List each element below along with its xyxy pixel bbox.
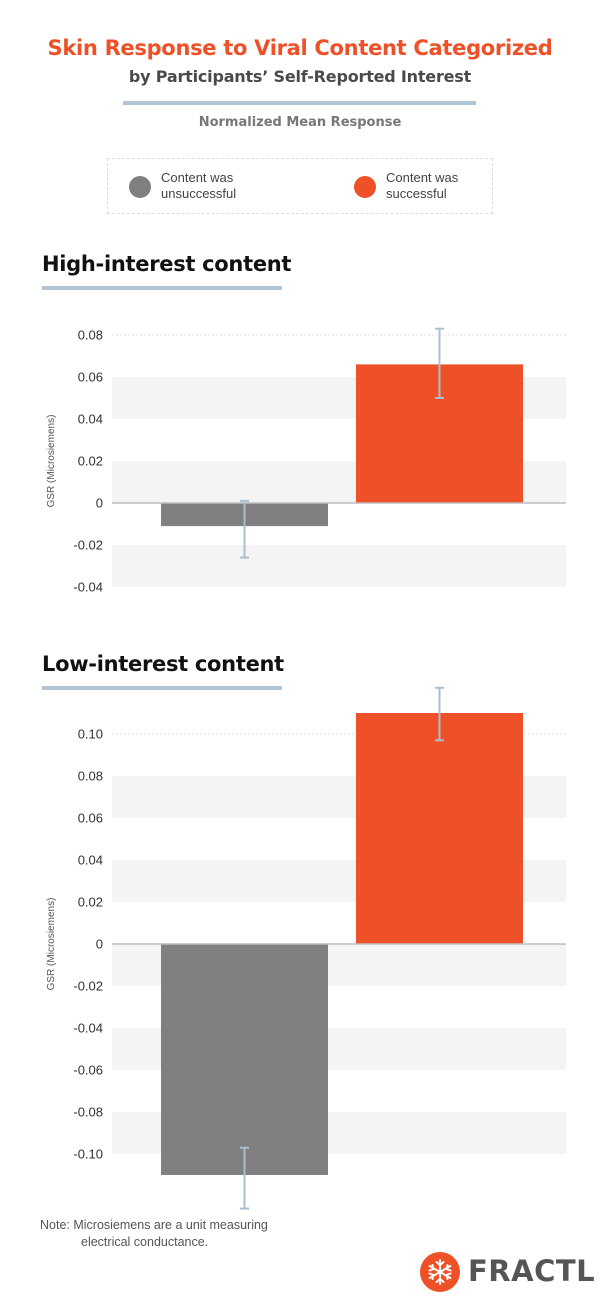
- footnote-line1: Note: Microsiemens are a unit measuring: [40, 1218, 268, 1232]
- chart-title-line2: by Participants’ Self-Reported Interest: [128, 67, 472, 86]
- error-bar-successful: [435, 686, 444, 742]
- y-tick-label: -0.04: [73, 1021, 103, 1036]
- section-title-low-interest: Low-interest content: [42, 652, 284, 676]
- y-tick-label: 0.02: [78, 895, 103, 910]
- y-tick-label: -0.04: [73, 580, 103, 595]
- legend-label-unsuccessful-line2: unsuccessful: [161, 186, 237, 201]
- y-tick-label: -0.02: [73, 538, 103, 553]
- bar-chart-high-interest: -0.04 -0.02 0 0.02 0.04 0.06 0.08 GSR (Microsie…: [46, 327, 566, 595]
- y-tick-label: 0.04: [78, 412, 103, 427]
- y-tick-label: -0.06: [73, 1063, 103, 1078]
- section-divider-high-interest: [42, 286, 282, 290]
- y-tick-label: -0.02: [73, 979, 103, 994]
- snowflake-icon: [420, 1252, 460, 1292]
- section-title-high-interest: High-interest content: [42, 252, 292, 276]
- legend-dot-unsuccessful: [129, 176, 151, 198]
- error-bar-unsuccessful: [240, 499, 249, 559]
- y-tick-label: 0.08: [78, 769, 103, 784]
- error-bar-unsuccessful: [240, 1146, 249, 1210]
- y-tick-label: -0.08: [73, 1105, 103, 1120]
- y-tick-label: -0.10: [73, 1147, 103, 1162]
- y-axis-label: GSR (Microsiemens): [46, 898, 57, 991]
- y-tick-label: 0.04: [78, 853, 103, 868]
- error-bar-successful: [435, 327, 444, 399]
- grid-band: [112, 545, 566, 587]
- y-tick-label: 0.02: [78, 454, 103, 469]
- logo-wordmark: FRACTL: [468, 1254, 596, 1288]
- y-tick-label: 0.06: [78, 370, 103, 385]
- chart-title-line1: Skin Response to Viral Content Categoriz…: [47, 36, 553, 60]
- legend-dot-successful: [354, 176, 376, 198]
- y-tick-label: 0.08: [78, 328, 103, 343]
- legend-label-successful-line2: successful: [386, 186, 447, 201]
- bar-chart-low-interest: -0.10 -0.08 -0.06 -0.04 -0.02 0 0.02 0.04 0.06 0.…: [46, 686, 566, 1210]
- bar-successful: [356, 713, 523, 944]
- footnote: Note: Microsiemens are a unit measuring …: [40, 1217, 268, 1251]
- legend: Content was unsuccessful Content was suc…: [107, 158, 493, 214]
- legend-label-unsuccessful-line1: Content was: [161, 170, 234, 185]
- title-divider: [123, 101, 476, 105]
- y-tick-label: 0: [96, 937, 103, 952]
- section-divider-low-interest: [42, 686, 282, 690]
- fractl-logo: FRACTL: [420, 1252, 595, 1292]
- legend-label-successful: Content was successful: [386, 170, 496, 202]
- y-tick-label: 0: [96, 496, 103, 511]
- chart-subtitle: Normalized Mean Response: [198, 115, 402, 130]
- y-tick-label: 0.10: [78, 727, 103, 742]
- bar-unsuccessful: [161, 944, 328, 1175]
- y-tick-label: 0.06: [78, 811, 103, 826]
- footnote-line2: electrical conductance.: [81, 1235, 209, 1249]
- legend-label-unsuccessful: Content was unsuccessful: [161, 170, 271, 202]
- legend-label-successful-line1: Content was: [386, 170, 459, 185]
- y-axis-label: GSR (Microsiemens): [46, 415, 57, 508]
